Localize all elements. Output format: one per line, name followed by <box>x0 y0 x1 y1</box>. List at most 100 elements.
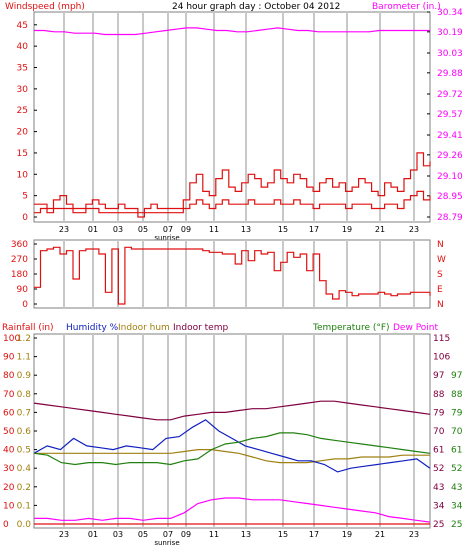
dewpoint-tick-label: 79 <box>451 408 463 418</box>
x-tick-label: 13 <box>241 225 251 234</box>
x-tick-label: 17 <box>309 225 319 234</box>
x-tick-label: 23 <box>409 530 419 539</box>
windspeed-tick-label: 25 <box>17 106 28 116</box>
humidity-label: Humidity % <box>66 323 119 333</box>
rain-tick-label: 1.2 <box>17 334 31 344</box>
baro-line <box>34 27 430 36</box>
temperature-tick-label: 52 <box>433 464 444 474</box>
x-tick-label: 21 <box>375 225 385 234</box>
winddir-line <box>34 246 431 305</box>
humidity-tick-label: 60 <box>3 408 15 418</box>
direction-tick-label: 180 <box>11 270 28 280</box>
wind-direction-panel: 360 N 270 W 180 S 90 E 0 N <box>11 239 446 310</box>
chart-title: 24 hour graph day : October 04 2012 <box>172 2 340 12</box>
x-tick-label: 15 <box>278 225 288 234</box>
rain-tick-label: 0.4 <box>17 464 32 474</box>
temperature-line <box>33 432 431 466</box>
barometer-tick-label: 30.34 <box>437 8 463 18</box>
dewpoint-tick-label: 70 <box>451 427 463 437</box>
sunrise-label: sunrise <box>154 234 179 242</box>
dewpoint-tick-label: 52 <box>451 464 462 474</box>
windspeed-tick-label: 35 <box>17 64 28 74</box>
windspeed-tick-label: 10 <box>17 170 29 180</box>
direction-tick-label: 270 <box>11 255 28 265</box>
temperature-tick-label: 106 <box>433 353 450 363</box>
x-tick-label: 09 <box>181 225 191 234</box>
wind-line <box>34 190 431 218</box>
barometer-tick-label: 29.57 <box>437 110 463 120</box>
rain-tick-label: 0.7 <box>17 408 31 418</box>
barometer-tick-label: 30.03 <box>437 49 463 59</box>
humidity-tick-label: 50 <box>3 427 15 437</box>
barometer-tick-label: 29.26 <box>437 151 463 161</box>
windspeed-tick-label: 30 <box>17 85 29 95</box>
windspeed-axis-label: Windspeed (mph) <box>5 2 85 12</box>
rainfall-axis-label: Rainfall (in) <box>2 323 54 333</box>
humidity-tick-label: 90 <box>3 353 15 363</box>
x-tick-label: 07 <box>163 530 173 539</box>
barometer-tick-label: 28.79 <box>437 213 463 223</box>
gust-line <box>34 152 431 214</box>
rain-tick-label: 1.1 <box>17 353 31 363</box>
humidity-tick-label: 70 <box>3 390 15 400</box>
barometer-tick-label: 29.41 <box>437 131 463 141</box>
x-tick-label: 15 <box>278 530 288 539</box>
direction-tick-label: 90 <box>17 285 29 295</box>
barometer-tick-label: 30.19 <box>437 28 463 38</box>
humidity-tick-label: 40 <box>3 446 15 456</box>
temperature-tick-label: 97 <box>433 371 444 381</box>
barometer-tick-label: 29.88 <box>437 69 463 79</box>
x-tick-label: 23 <box>409 225 419 234</box>
sunrise-label: sunrise <box>154 539 179 547</box>
temperature-tick-label: 61 <box>433 446 444 456</box>
temperature-tick-label: 34 <box>433 501 445 511</box>
windspeed-tick-label: 15 <box>17 149 28 159</box>
x-tick-label: 11 <box>209 530 219 539</box>
temperature-tick-label: 70 <box>433 427 445 437</box>
windspeed-tick-label: 20 <box>17 128 29 138</box>
x-tick-label: 19 <box>342 530 352 539</box>
x-tick-label: 23 <box>59 530 69 539</box>
temperature-tick-label: 88 <box>433 390 445 400</box>
temperature-axis-label: Temperature (°F) <box>312 323 390 333</box>
windspeed-tick-label: 5 <box>22 192 28 202</box>
windspeed-tick-label: 45 <box>17 21 28 31</box>
dewpoint-tick-label: 88 <box>451 390 463 400</box>
rain-tick-label: 0.1 <box>17 501 31 511</box>
compass-tick-label: N <box>437 300 444 310</box>
humidity-tick-label: 20 <box>3 483 15 493</box>
dewpoint-tick-label: 34 <box>451 501 463 511</box>
x-tick-label: 07 <box>163 225 173 234</box>
x-tick-label: 13 <box>241 530 251 539</box>
barometer-tick-label: 29.10 <box>437 172 463 182</box>
compass-tick-label: W <box>437 255 446 265</box>
barometer-tick-label: 28.95 <box>437 192 463 202</box>
rain-tick-label: 0.5 <box>17 446 31 456</box>
humidity-tick-label: 0 <box>3 520 9 530</box>
indoor-temp-label: Indoor temp <box>173 323 228 333</box>
temperature-tick-label: 43 <box>433 483 444 493</box>
humidity-tick-label: 100 <box>3 334 20 344</box>
x-tick-label: 11 <box>209 225 219 234</box>
dewpoint-line <box>34 497 431 523</box>
x-tick-label: 19 <box>342 225 352 234</box>
x-tick-label: 05 <box>138 225 148 234</box>
compass-tick-label: N <box>437 240 444 250</box>
x-tick-label: 17 <box>309 530 319 539</box>
x-tick-label: 03 <box>113 225 123 234</box>
direction-tick-label: 0 <box>22 300 28 310</box>
x-tick-label: 01 <box>88 225 98 234</box>
indoor_hum-line <box>34 449 430 464</box>
rain-tick-label: 0.0 <box>17 520 32 530</box>
rain-tick-label: 0.2 <box>17 483 31 493</box>
x-tick-label: 05 <box>138 530 148 539</box>
dewpoint-tick-label: 43 <box>451 483 462 493</box>
x-tick-label: 03 <box>113 530 123 539</box>
indoor_temp-line <box>33 400 431 421</box>
x-tick-label: 01 <box>88 530 98 539</box>
rain-tick-label: 0.8 <box>17 390 32 400</box>
compass-tick-label: E <box>437 285 443 295</box>
barometer-axis-label: Barometer (in.) <box>372 2 441 12</box>
direction-tick-label: 360 <box>11 240 28 250</box>
